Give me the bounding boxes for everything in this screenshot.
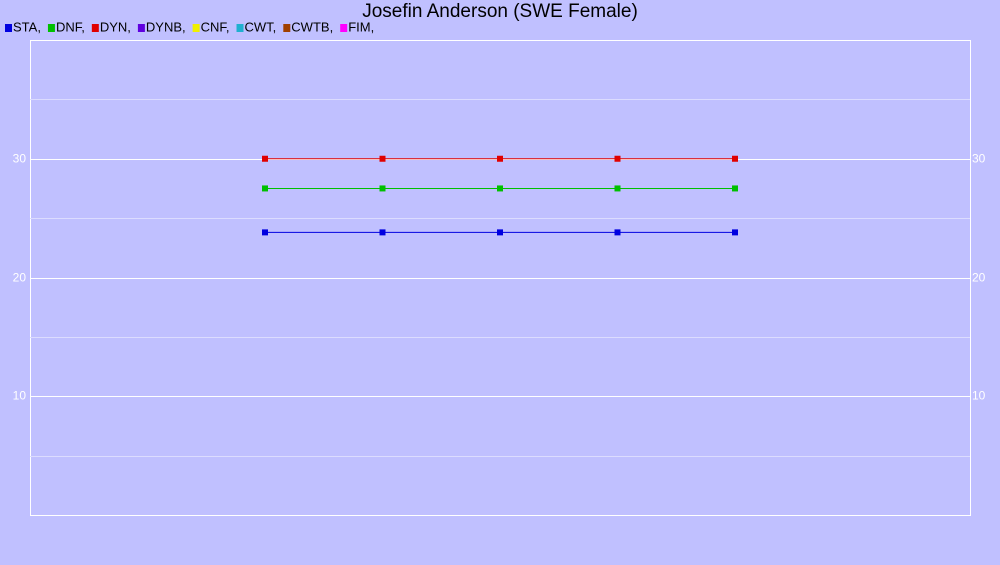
legend-label: STA, — [13, 19, 41, 34]
data-point — [614, 155, 621, 162]
y2-tick-label: 20 — [972, 271, 986, 285]
legend-swatch — [137, 24, 145, 32]
data-point — [732, 229, 738, 236]
legend-label: DYN, — [100, 19, 131, 34]
legend-swatch — [340, 24, 348, 32]
legend-swatch — [47, 24, 55, 32]
data-point — [732, 185, 738, 192]
y2-tick-label: 30 — [972, 152, 986, 166]
y-tick-label: 10 — [13, 389, 27, 403]
data-point — [497, 185, 503, 192]
data-point — [379, 185, 386, 192]
data-point — [262, 229, 268, 236]
chart-title: Josefin Anderson (SWE Female) — [362, 1, 638, 22]
legend-swatch — [192, 24, 200, 32]
legend-swatch — [283, 24, 291, 32]
data-point — [614, 185, 621, 192]
legend-label: FIM, — [348, 19, 374, 34]
legend-swatch — [236, 24, 244, 32]
legend-label: CWTB, — [291, 19, 333, 34]
data-point — [262, 155, 268, 162]
data-point — [497, 229, 503, 236]
data-point — [379, 229, 386, 236]
data-point — [732, 155, 738, 162]
legend-label: DYNB, — [146, 19, 186, 34]
legend-label: CWT, — [245, 19, 277, 34]
legend-swatch — [5, 24, 12, 32]
legend-swatch — [91, 24, 99, 32]
y-tick-label: 30 — [13, 152, 27, 166]
legend-label: CNF, — [201, 19, 230, 34]
data-point — [262, 185, 268, 192]
y-tick-label: 20 — [13, 271, 27, 285]
y2-tick-label: 10 — [972, 389, 986, 403]
data-point — [614, 229, 621, 236]
legend-label: DNF, — [56, 19, 85, 34]
data-point — [379, 155, 386, 162]
data-point — [497, 155, 503, 162]
